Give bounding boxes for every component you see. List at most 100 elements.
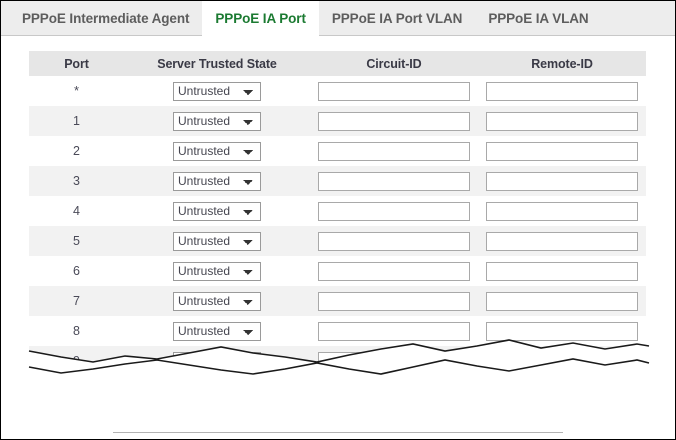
page-content: Port Server Trusted State Circuit-ID Rem… bbox=[1, 36, 675, 439]
remote-id-input[interactable] bbox=[486, 261, 638, 281]
column-header-circuit-id: Circuit-ID bbox=[310, 51, 478, 76]
table-row: 8 UntrustedTrusted bbox=[29, 316, 646, 346]
cell-remote-id bbox=[478, 226, 646, 256]
cell-remote-id bbox=[478, 316, 646, 346]
cell-port: 6 bbox=[29, 256, 124, 286]
remote-id-input[interactable] bbox=[486, 231, 638, 251]
server-trusted-state-select[interactable]: UntrustedTrusted bbox=[173, 81, 261, 101]
circuit-id-input[interactable] bbox=[318, 171, 470, 191]
server-trusted-state-select[interactable]: UntrustedTrusted bbox=[173, 231, 261, 251]
cell-port: 1 bbox=[29, 106, 124, 136]
cell-server-trusted-state: UntrustedTrusted bbox=[124, 166, 310, 196]
cell-circuit-id bbox=[310, 346, 478, 376]
cell-port: 4 bbox=[29, 196, 124, 226]
port-config-table: Port Server Trusted State Circuit-ID Rem… bbox=[29, 51, 646, 376]
cell-circuit-id bbox=[310, 196, 478, 226]
cell-circuit-id bbox=[310, 316, 478, 346]
circuit-id-input[interactable] bbox=[318, 231, 470, 251]
remote-id-input[interactable] bbox=[486, 291, 638, 311]
remote-id-input[interactable] bbox=[486, 201, 638, 221]
port-number-label: 1 bbox=[73, 114, 80, 128]
column-header-state: Server Trusted State bbox=[124, 51, 310, 76]
port-number-label: 9 bbox=[73, 354, 80, 368]
cell-server-trusted-state: UntrustedTrusted bbox=[124, 346, 310, 376]
port-number-label: 2 bbox=[73, 144, 80, 158]
circuit-id-input[interactable] bbox=[318, 111, 470, 131]
cell-remote-id bbox=[478, 196, 646, 226]
remote-id-input[interactable] bbox=[486, 321, 638, 341]
tab-label: PPPoE IA VLAN bbox=[488, 10, 589, 26]
server-trusted-state-select[interactable]: UntrustedTrusted bbox=[173, 291, 261, 311]
table-row: 4 UntrustedTrusted bbox=[29, 196, 646, 226]
tab-label: PPPoE IA Port bbox=[215, 10, 306, 26]
server-trusted-state-select[interactable]: UntrustedTrusted bbox=[173, 111, 261, 131]
port-config-table-wrapper: Port Server Trusted State Circuit-ID Rem… bbox=[29, 51, 646, 376]
cell-circuit-id bbox=[310, 76, 478, 106]
server-trusted-state-select[interactable]: UntrustedTrusted bbox=[173, 321, 261, 341]
table-row: 3 UntrustedTrusted bbox=[29, 166, 646, 196]
circuit-id-input[interactable] bbox=[318, 141, 470, 161]
cell-remote-id bbox=[478, 76, 646, 106]
server-trusted-state-select[interactable]: UntrustedTrusted bbox=[173, 201, 261, 221]
circuit-id-input[interactable] bbox=[318, 351, 470, 371]
table-header-row: Port Server Trusted State Circuit-ID Rem… bbox=[29, 51, 646, 76]
cell-server-trusted-state: UntrustedTrusted bbox=[124, 316, 310, 346]
tab-bar: PPPoE Intermediate Agent PPPoE IA Port P… bbox=[1, 1, 675, 36]
circuit-id-input[interactable] bbox=[318, 261, 470, 281]
cell-port: 8 bbox=[29, 316, 124, 346]
cell-server-trusted-state: UntrustedTrusted bbox=[124, 226, 310, 256]
cell-server-trusted-state: UntrustedTrusted bbox=[124, 256, 310, 286]
server-trusted-state-select[interactable]: UntrustedTrusted bbox=[173, 141, 261, 161]
cell-circuit-id bbox=[310, 166, 478, 196]
cell-circuit-id bbox=[310, 286, 478, 316]
cell-port: 9 bbox=[29, 346, 124, 376]
tab-label: PPPoE Intermediate Agent bbox=[22, 10, 190, 26]
table-row: 9 UntrustedTrusted bbox=[29, 346, 646, 376]
server-trusted-state-select[interactable]: UntrustedTrusted bbox=[173, 171, 261, 191]
cell-port: 5 bbox=[29, 226, 124, 256]
cell-port: 2 bbox=[29, 136, 124, 166]
port-number-label: 4 bbox=[73, 204, 80, 218]
table-body: * UntrustedTrusted 1 UntrustedTrusted 2 Untru… bbox=[29, 76, 646, 376]
column-header-remote-id: Remote-ID bbox=[478, 51, 646, 76]
tab-pppoe-ia-vlan[interactable]: PPPoE IA VLAN bbox=[475, 1, 601, 35]
remote-id-input[interactable] bbox=[486, 141, 638, 161]
cell-server-trusted-state: UntrustedTrusted bbox=[124, 136, 310, 166]
server-trusted-state-select[interactable]: UntrustedTrusted bbox=[173, 261, 261, 281]
table-row: 2 UntrustedTrusted bbox=[29, 136, 646, 166]
tab-pppoe-intermediate-agent[interactable]: PPPoE Intermediate Agent bbox=[9, 1, 202, 35]
cell-port: 7 bbox=[29, 286, 124, 316]
cell-server-trusted-state: UntrustedTrusted bbox=[124, 286, 310, 316]
cell-circuit-id bbox=[310, 226, 478, 256]
circuit-id-input[interactable] bbox=[318, 201, 470, 221]
server-trusted-state-select[interactable]: UntrustedTrusted bbox=[173, 351, 261, 371]
cell-circuit-id bbox=[310, 256, 478, 286]
remote-id-input[interactable] bbox=[486, 81, 638, 101]
table-row: 6 UntrustedTrusted bbox=[29, 256, 646, 286]
remote-id-input[interactable] bbox=[486, 171, 638, 191]
cell-port: 3 bbox=[29, 166, 124, 196]
port-number-label: 8 bbox=[73, 324, 80, 338]
cell-port: * bbox=[29, 76, 124, 106]
footer-divider bbox=[113, 432, 563, 433]
tab-pppoe-ia-port[interactable]: PPPoE IA Port bbox=[202, 1, 319, 36]
circuit-id-input[interactable] bbox=[318, 81, 470, 101]
circuit-id-input[interactable] bbox=[318, 321, 470, 341]
cell-remote-id bbox=[478, 136, 646, 166]
cell-remote-id bbox=[478, 106, 646, 136]
port-number-label: 7 bbox=[73, 294, 80, 308]
cell-server-trusted-state: UntrustedTrusted bbox=[124, 106, 310, 136]
table-head: Port Server Trusted State Circuit-ID Rem… bbox=[29, 51, 646, 76]
port-number-label: 6 bbox=[73, 264, 80, 278]
cell-remote-id bbox=[478, 256, 646, 286]
port-number-label: 5 bbox=[73, 234, 80, 248]
cell-remote-id bbox=[478, 286, 646, 316]
remote-id-input[interactable] bbox=[486, 351, 638, 371]
column-header-port: Port bbox=[29, 51, 124, 76]
circuit-id-input[interactable] bbox=[318, 291, 470, 311]
table-row: 1 UntrustedTrusted bbox=[29, 106, 646, 136]
remote-id-input[interactable] bbox=[486, 111, 638, 131]
tab-pppoe-ia-port-vlan[interactable]: PPPoE IA Port VLAN bbox=[319, 1, 475, 35]
port-number-label: 3 bbox=[73, 174, 80, 188]
tab-label: PPPoE IA Port VLAN bbox=[331, 10, 463, 26]
